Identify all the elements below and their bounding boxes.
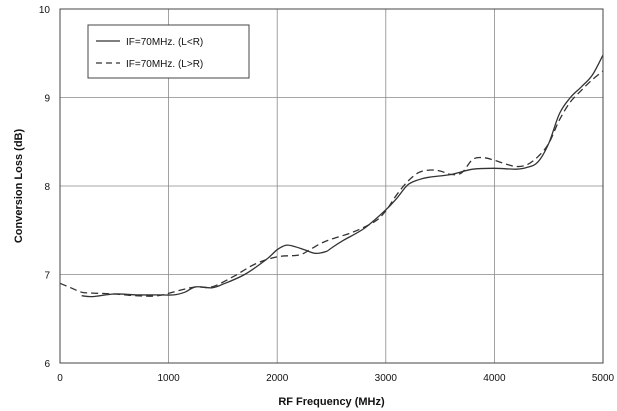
x-tick-label: 5000 <box>592 373 615 384</box>
x-tick-label: 3000 <box>375 373 398 384</box>
y-tick-label: 6 <box>44 359 50 370</box>
series-line-2 <box>59 70 604 297</box>
tick-labels: 0 1000 2000 3000 4000 5000 6 7 8 9 10 <box>39 5 615 384</box>
x-tick-label: 2000 <box>266 373 289 384</box>
legend-label-2: IF=70MHz. (L>R) <box>126 59 203 70</box>
x-tick-label: 1000 <box>157 373 180 384</box>
x-tick-label: 0 <box>57 373 63 384</box>
x-axis-title: RF Frequency (MHz) <box>278 396 385 408</box>
legend-label-1: IF=70MHz. (L<R) <box>126 37 203 48</box>
legend-box <box>87 24 250 79</box>
legend: IF=70MHz. (L<R) IF=70MHz. (L>R) <box>87 24 250 79</box>
x-tick-label: 4000 <box>483 373 506 384</box>
y-axis-title: Conversion Loss (dB) <box>13 129 25 244</box>
series-lines <box>59 54 604 298</box>
y-tick-label: 8 <box>44 182 50 193</box>
y-tick-label: 9 <box>44 94 50 105</box>
y-tick-label: 7 <box>44 271 50 282</box>
series-line-1 <box>81 54 604 298</box>
plot-frame <box>59 8 604 364</box>
y-tick-label: 10 <box>39 5 51 16</box>
